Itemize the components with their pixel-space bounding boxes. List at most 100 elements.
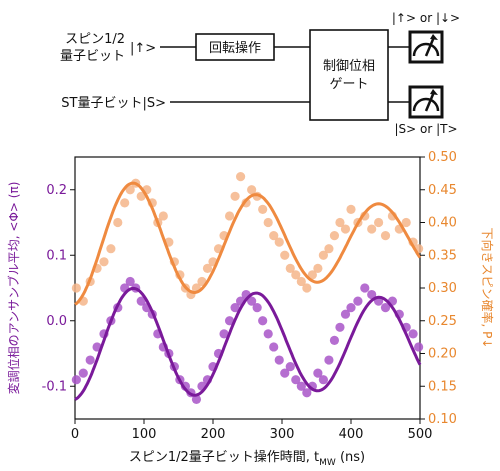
circuit-diagram: スピン1/2 量子ビット |↑> ST量子ビット|S> 回転操作 制御位相 ゲー… bbox=[60, 11, 460, 136]
meter2-label: |S> or |T> bbox=[394, 122, 457, 136]
phase-point bbox=[258, 316, 268, 326]
phase-point bbox=[367, 289, 377, 300]
spin-probability-point bbox=[113, 217, 123, 228]
y-left-tick-label: 0.2 bbox=[46, 183, 67, 198]
phase-point bbox=[324, 355, 334, 365]
y-right-tick-label: 0.40 bbox=[428, 216, 457, 231]
y-left-tick-label: 0.0 bbox=[46, 314, 67, 329]
x-tick-label: 500 bbox=[408, 427, 433, 442]
y-right-tick-label: 0.45 bbox=[428, 183, 457, 198]
phase-point bbox=[329, 335, 340, 345]
phase-point bbox=[224, 316, 235, 326]
phase-point bbox=[274, 355, 284, 365]
phase-point bbox=[414, 342, 424, 352]
phase-point bbox=[291, 375, 301, 385]
spin-probability-point bbox=[340, 224, 351, 234]
phase-point bbox=[280, 368, 290, 378]
phase-point bbox=[71, 375, 81, 385]
phase-point bbox=[85, 355, 95, 365]
measurement-meter-icon bbox=[408, 85, 444, 119]
spin-probability-point bbox=[274, 237, 284, 247]
spin-probability-point bbox=[296, 276, 306, 287]
phase-point bbox=[353, 296, 363, 306]
spin-probability-point bbox=[313, 263, 323, 273]
phase-point bbox=[335, 322, 345, 332]
spin-probability-point bbox=[125, 185, 135, 195]
meter1-label: |↑> or |↓> bbox=[392, 11, 460, 25]
phase-point bbox=[360, 283, 370, 293]
rotation-gate-box bbox=[195, 33, 275, 61]
chart: 0 100 200 300 400 500 0.2 0.1 0.0 -0.1 0.50 0.45 0.4… bbox=[6, 150, 495, 468]
spin-probability-point bbox=[291, 270, 301, 280]
phase-fit-line bbox=[74, 286, 422, 401]
spin-probability-point bbox=[285, 263, 295, 273]
right-y-axis-label: 下向きスピン確率, P↓ bbox=[480, 228, 495, 349]
y-right-tick-label: 0.15 bbox=[428, 379, 457, 394]
spin-probability-point bbox=[106, 244, 116, 254]
y-right-tick-label: 0.50 bbox=[428, 150, 457, 165]
tick-layer: 0 100 200 300 400 500 0.2 0.1 0.0 -0.1 0.50 0.45 0.4… bbox=[42, 150, 457, 442]
qubit1-label-line2: 量子ビット bbox=[60, 49, 125, 64]
controlled-phase-gate-label-line1: 制御位相 bbox=[323, 59, 375, 74]
phase-point bbox=[247, 296, 257, 306]
y-right-tick-label: 0.30 bbox=[428, 281, 457, 296]
phase-point bbox=[380, 303, 391, 313]
spin-probability-point bbox=[307, 270, 317, 280]
phase-point bbox=[269, 342, 279, 352]
controlled-phase-gate-box bbox=[309, 29, 389, 121]
spin-probability-point bbox=[346, 204, 356, 214]
y-right-tick-label: 0.20 bbox=[428, 347, 457, 362]
x-tick-label: 200 bbox=[201, 427, 226, 442]
x-tick-label: 400 bbox=[339, 427, 364, 442]
spin-probability-fit-line bbox=[74, 181, 422, 306]
phase-point bbox=[346, 303, 356, 313]
qubit2-label: ST量子ビット|S> bbox=[61, 96, 166, 111]
y-right-tick-label: 0.25 bbox=[428, 314, 457, 329]
spin-probability-point bbox=[99, 257, 109, 267]
phase-point bbox=[230, 303, 240, 313]
phase-point bbox=[136, 296, 146, 306]
phase-point bbox=[125, 276, 135, 287]
spin-probability-point bbox=[380, 231, 391, 241]
spin-probability-point bbox=[374, 217, 384, 228]
qubit1-ket: |↑> bbox=[130, 41, 156, 56]
spin-probability-point bbox=[367, 224, 377, 234]
spin-probability-point bbox=[224, 211, 235, 221]
phase-point bbox=[318, 375, 328, 385]
y-left-tick-label: -0.1 bbox=[42, 379, 67, 394]
qubit1-label-line1: スピン1/2 bbox=[65, 32, 125, 47]
spin-probability-point bbox=[335, 217, 345, 228]
spin-probability-point bbox=[230, 191, 240, 201]
rotation-gate-label: 回転操作 bbox=[209, 40, 261, 56]
x-tick-label: 300 bbox=[270, 427, 295, 442]
y-left-tick-label: 0.1 bbox=[46, 248, 67, 263]
phase-point bbox=[78, 368, 88, 378]
x-tick-label: 100 bbox=[132, 427, 157, 442]
spin-probability-point bbox=[71, 283, 81, 293]
phase-point bbox=[219, 329, 229, 339]
spin-probability-point bbox=[258, 204, 268, 214]
phase-point bbox=[252, 303, 262, 313]
spin-probability-point bbox=[263, 217, 273, 228]
spin-probability-point bbox=[120, 198, 130, 208]
phase-point bbox=[340, 309, 351, 319]
x-axis-label: スピン1/2量子ビット操作時間, tMW (ns) bbox=[129, 449, 365, 468]
phase-point bbox=[408, 329, 418, 339]
spin-probability-point bbox=[280, 250, 290, 260]
spin-probability-point bbox=[158, 211, 168, 221]
x-tick-label: 0 bbox=[71, 427, 79, 442]
phase-point bbox=[313, 368, 323, 378]
y-right-tick-label: 0.35 bbox=[428, 248, 457, 263]
series-layer bbox=[71, 172, 424, 404]
controlled-phase-gate-label-line2: ゲート bbox=[329, 77, 368, 92]
left-y-axis-label: 変調位相のアンサンブル平均, <Φ> (π) bbox=[6, 182, 21, 395]
spin-probability-point bbox=[318, 250, 328, 260]
spin-probability-point bbox=[269, 231, 279, 241]
y-right-tick-label: 0.10 bbox=[428, 412, 457, 427]
spin-probability-point bbox=[247, 185, 257, 195]
spin-probability-point bbox=[401, 217, 411, 228]
spin-probability-point bbox=[324, 244, 334, 254]
spin-probability-point bbox=[236, 172, 246, 182]
phase-point bbox=[191, 394, 202, 404]
